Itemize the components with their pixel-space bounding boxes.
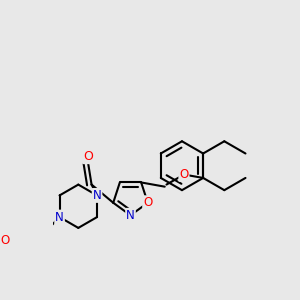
Text: O: O — [83, 150, 93, 163]
Text: O: O — [179, 168, 189, 181]
Text: N: N — [126, 209, 135, 222]
Text: O: O — [0, 234, 10, 247]
Text: N: N — [55, 211, 64, 224]
Text: O: O — [143, 196, 152, 209]
Text: N: N — [93, 189, 101, 202]
